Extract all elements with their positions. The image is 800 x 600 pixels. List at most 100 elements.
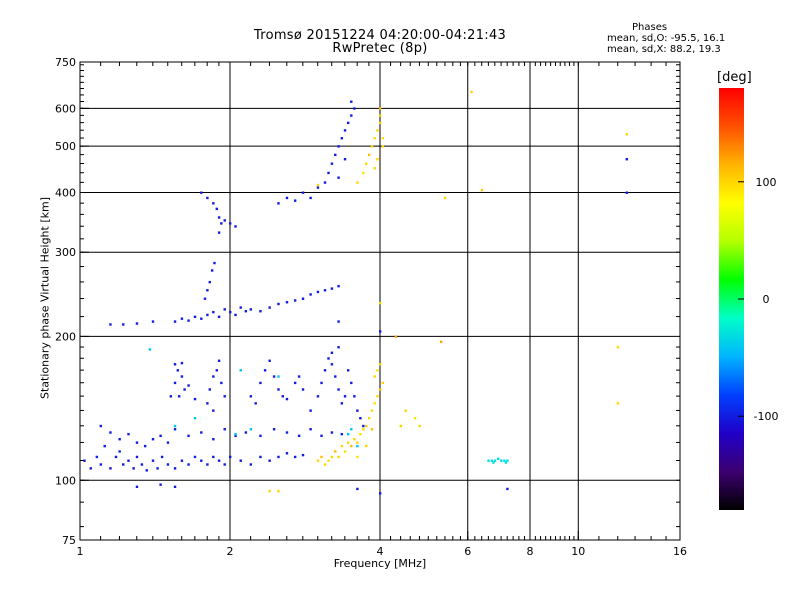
echo-point xyxy=(200,191,203,194)
y-tick-label: 500 xyxy=(55,140,76,153)
echo-point xyxy=(229,222,232,225)
echo-point xyxy=(381,145,385,148)
echo-point xyxy=(180,361,184,365)
echo-point xyxy=(370,409,374,412)
echo-point xyxy=(208,280,211,284)
echo-point xyxy=(208,388,211,391)
echo-point xyxy=(151,437,155,441)
echo-point xyxy=(244,310,248,313)
echo-point xyxy=(277,489,280,493)
echo-point xyxy=(334,375,337,378)
echo-point xyxy=(381,381,385,385)
echo-point xyxy=(343,450,347,453)
x-tick-label: 16 xyxy=(673,545,687,558)
echo-point xyxy=(493,459,497,462)
y-tick-label: 400 xyxy=(55,186,76,199)
echo-point xyxy=(356,444,359,448)
chart-title: Tromsø 20151224 04:20:00-04:21:43 xyxy=(253,28,507,43)
echo-point xyxy=(206,402,209,405)
echo-point xyxy=(379,114,382,117)
echo-point xyxy=(376,158,379,161)
echo-point xyxy=(156,467,159,470)
echo-point xyxy=(343,158,347,161)
echo-point xyxy=(212,375,215,378)
echo-point xyxy=(373,402,376,405)
echo-point xyxy=(151,320,155,323)
echo-point xyxy=(212,437,215,441)
echo-point xyxy=(89,467,92,470)
echo-point xyxy=(379,107,382,110)
echo-point xyxy=(337,284,340,288)
echo-point xyxy=(193,397,197,401)
echo-point xyxy=(346,121,350,125)
echo-point xyxy=(320,381,323,385)
y-tick-label: 600 xyxy=(55,102,76,115)
echo-point xyxy=(109,431,112,434)
echo-point xyxy=(337,346,340,349)
echo-point xyxy=(103,444,106,448)
colorbar-tick-label: 100 xyxy=(756,176,777,189)
echo-point xyxy=(343,129,347,132)
echo-point xyxy=(212,455,215,459)
echo-point xyxy=(487,459,490,462)
echo-point xyxy=(470,90,473,94)
echo-point xyxy=(259,434,262,438)
echo-point xyxy=(293,199,297,202)
colorbar-tick-label: 0 xyxy=(763,293,770,306)
echo-point xyxy=(381,137,385,140)
echo-point xyxy=(359,416,362,420)
echo-point xyxy=(180,375,184,378)
echo-point xyxy=(418,424,421,428)
echo-point xyxy=(229,310,232,314)
echo-point xyxy=(379,492,382,495)
echo-point xyxy=(212,409,215,412)
echo-point xyxy=(353,395,356,398)
echo-point xyxy=(187,384,190,387)
x-tick-label: 6 xyxy=(464,545,471,558)
echo-point xyxy=(285,397,289,401)
echo-point xyxy=(404,409,407,412)
echo-point xyxy=(356,487,359,491)
echo-point xyxy=(309,196,312,200)
echo-point xyxy=(413,416,417,420)
echo-point xyxy=(297,434,301,438)
echo-point xyxy=(268,489,271,493)
echo-point xyxy=(143,444,147,448)
x-tick-label: 1 xyxy=(77,545,84,558)
echo-point xyxy=(272,428,276,431)
echo-point xyxy=(625,158,628,161)
echo-point xyxy=(343,395,347,398)
echo-point xyxy=(173,467,177,470)
echo-point xyxy=(379,121,382,125)
echo-point xyxy=(239,369,242,372)
echo-point xyxy=(176,369,180,372)
echo-point xyxy=(480,188,484,192)
echo-point xyxy=(259,310,262,313)
echo-point xyxy=(160,455,164,459)
echo-point xyxy=(365,162,368,165)
echo-point xyxy=(249,463,253,466)
echo-point xyxy=(350,100,353,103)
echo-point xyxy=(277,375,280,378)
echo-point xyxy=(309,428,312,431)
x-tick-label: 4 xyxy=(377,545,384,558)
echo-point xyxy=(337,320,340,323)
echo-point xyxy=(239,459,242,462)
phase-stats-o-mode: mean, sd,O: -95.5, 16.1 xyxy=(607,33,726,44)
echo-point xyxy=(187,463,190,466)
echo-point xyxy=(356,455,359,459)
grid-lines xyxy=(80,62,680,540)
echo-point xyxy=(285,196,289,200)
echo-point xyxy=(330,351,334,354)
echo-point xyxy=(365,424,368,428)
y-tick-label: 300 xyxy=(55,246,76,259)
echo-point xyxy=(206,196,209,200)
echo-point xyxy=(309,293,312,296)
echo-point xyxy=(356,181,359,184)
echo-point xyxy=(159,483,162,486)
echo-point xyxy=(206,289,209,292)
echo-point xyxy=(212,310,215,314)
echo-point xyxy=(217,216,221,219)
echo-point xyxy=(220,222,223,225)
